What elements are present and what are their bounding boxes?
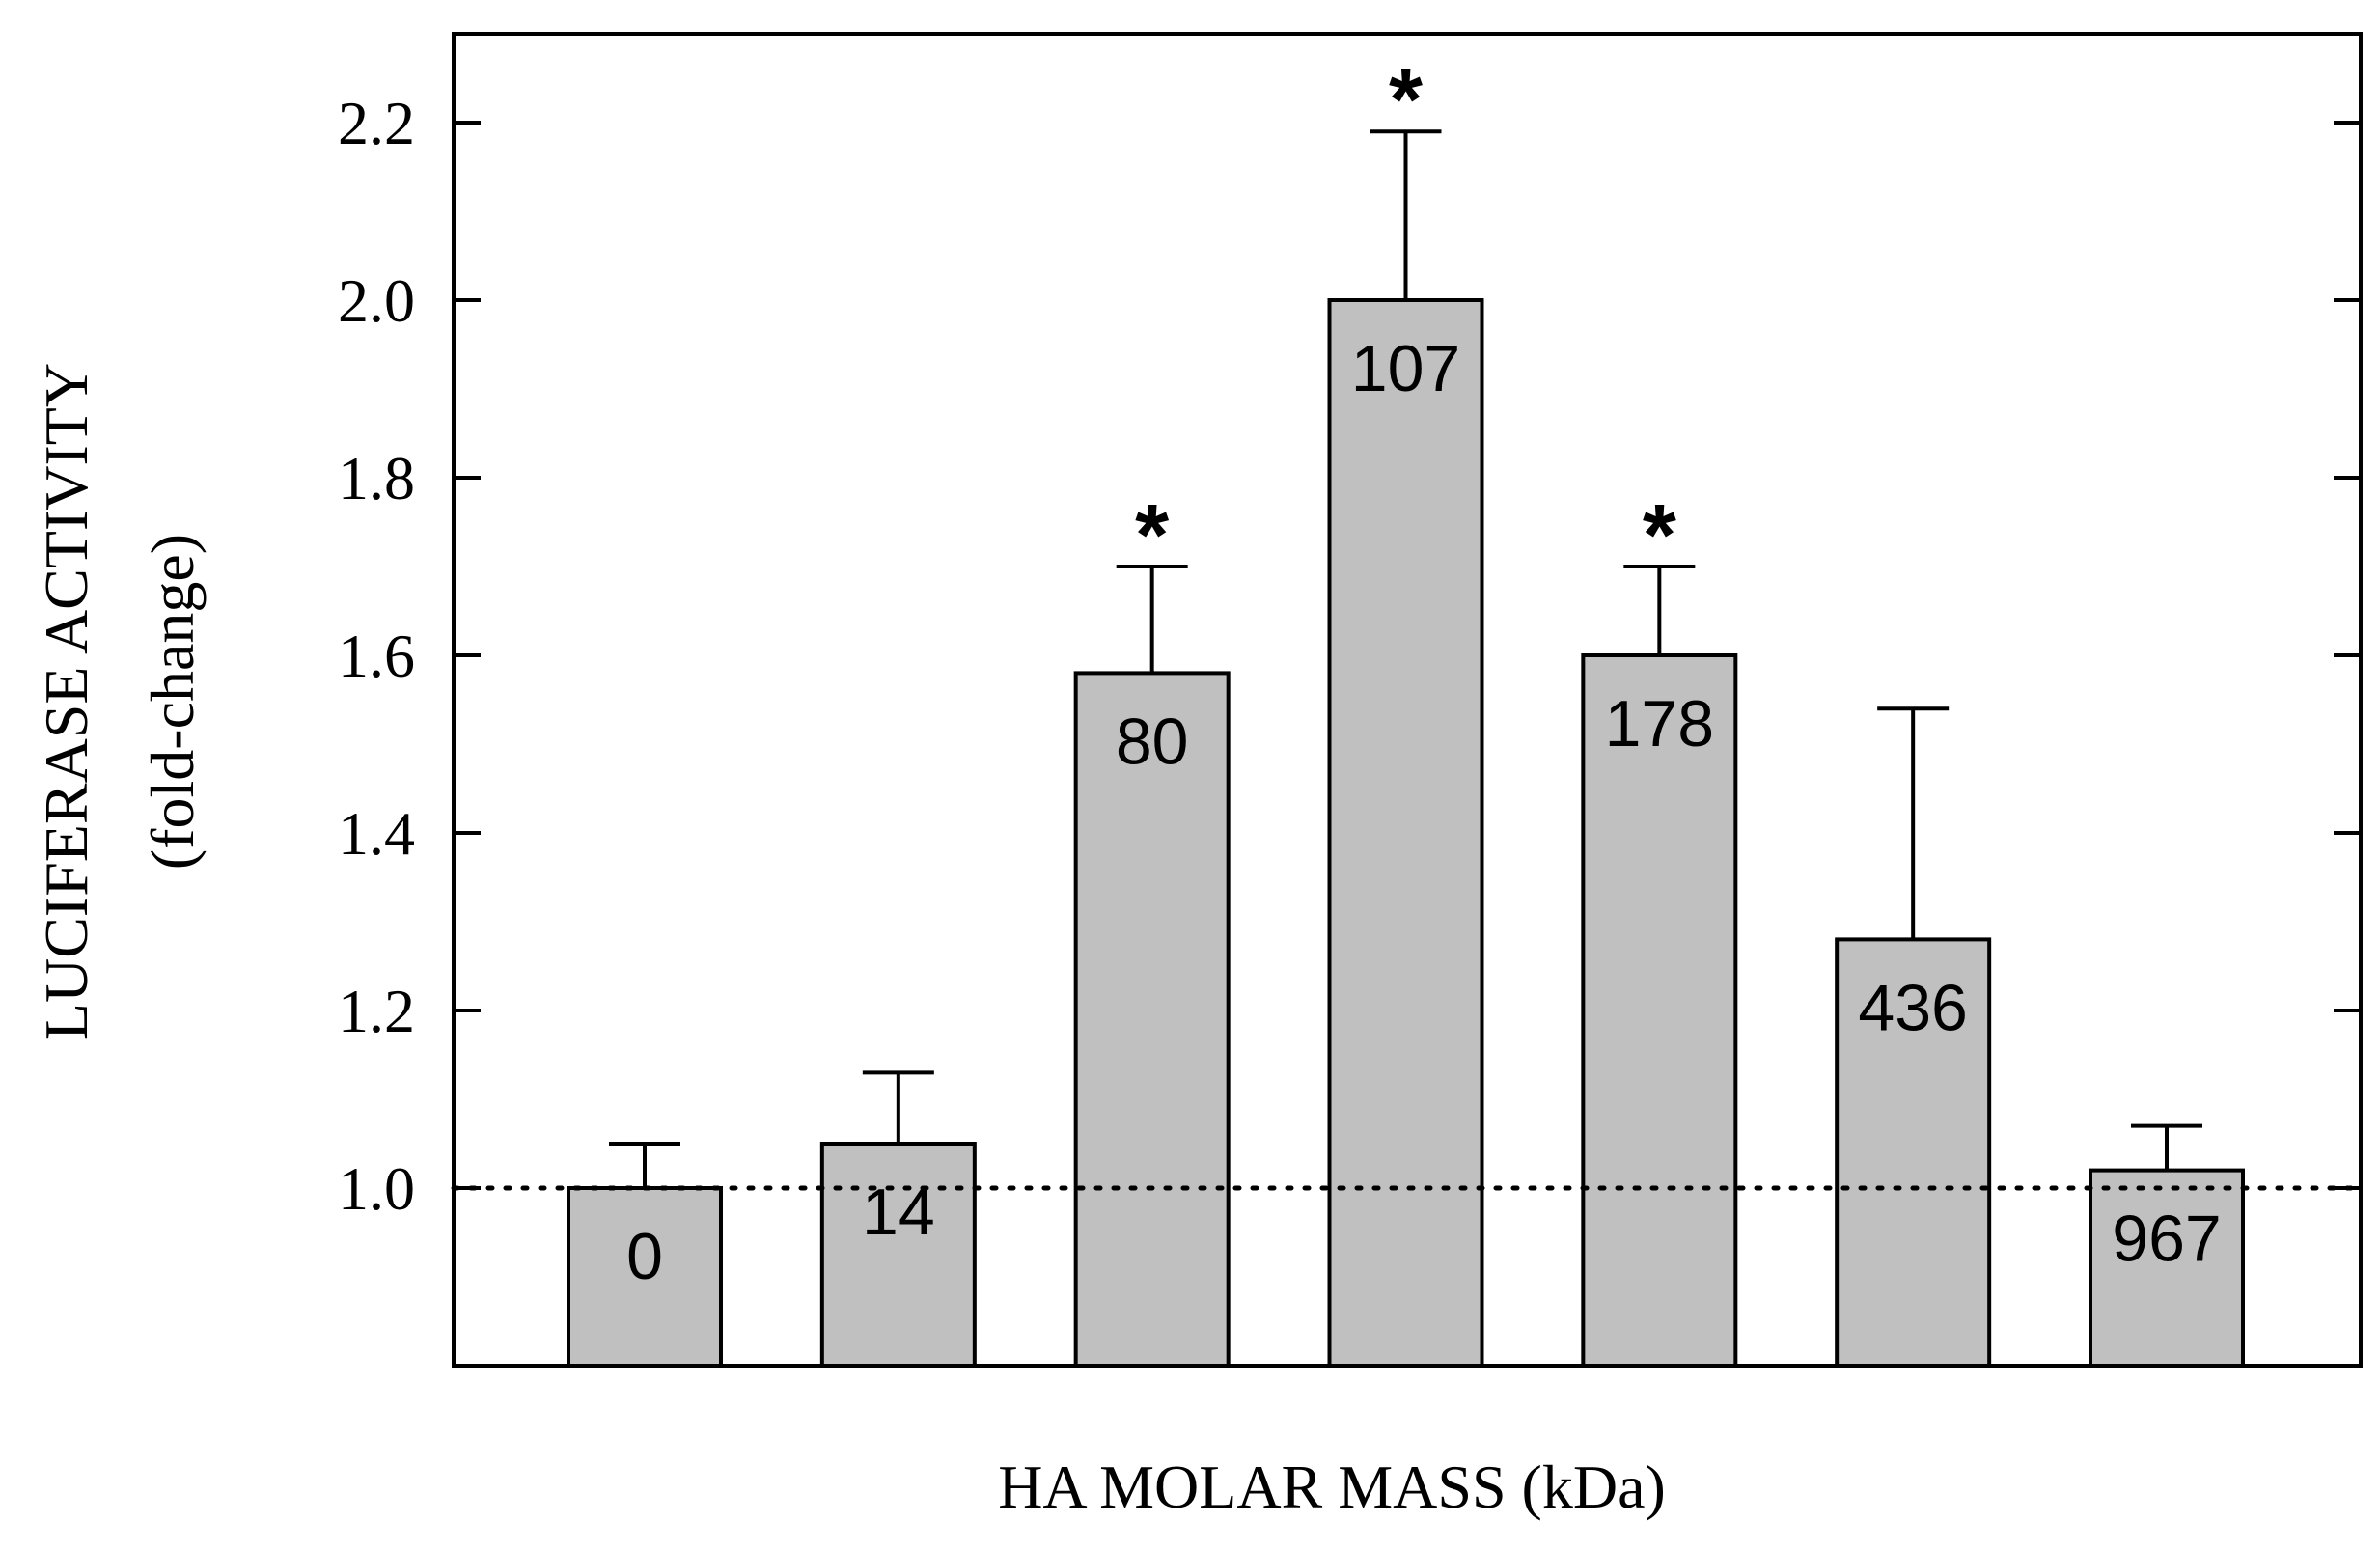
y-tick-label: 1.0 [338, 1154, 415, 1223]
significance-asterisk: * [1389, 52, 1423, 149]
bar-category-label: 967 [2112, 1203, 2221, 1276]
bar [1327, 298, 1484, 1368]
y-tick-label: 1.6 [338, 622, 415, 690]
bar-category-label: 178 [1605, 687, 1714, 761]
y-tick-label: 1.4 [338, 799, 415, 868]
significance-asterisk: * [1643, 487, 1676, 584]
bar [1835, 937, 1992, 1369]
bar-category-label: 80 [1116, 705, 1189, 778]
y-tick-label: 2.2 [338, 89, 415, 157]
y-tick-label: 1.8 [338, 444, 415, 512]
bar-category-label: 107 [1351, 332, 1460, 405]
bar-category-label: 436 [1858, 971, 1967, 1044]
bar [1073, 671, 1231, 1368]
bar [819, 1142, 977, 1368]
bar [2089, 1168, 2245, 1368]
y-tick-label: 1.2 [338, 977, 415, 1045]
bar [567, 1186, 723, 1368]
significance-asterisk: * [1135, 487, 1169, 584]
bar-category-label: 0 [626, 1220, 663, 1293]
y-tick-label: 2.0 [338, 266, 415, 335]
y-axis-label-line2: (fold-change) [138, 534, 207, 870]
y-axis-label-line1: LUCIFERASE ACTIVITY [32, 363, 100, 1040]
x-axis-label: HA MOLAR MASS (kDa) [998, 1453, 1666, 1521]
bar [1581, 653, 1738, 1368]
